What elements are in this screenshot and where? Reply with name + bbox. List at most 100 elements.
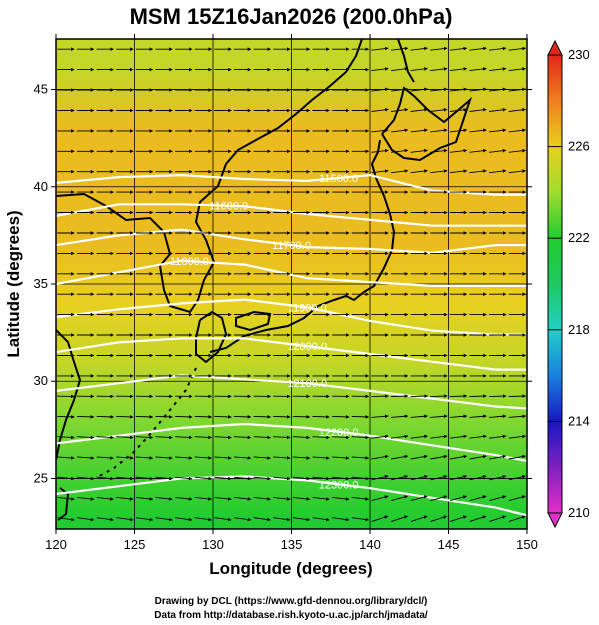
wind-vector — [135, 496, 154, 501]
wind-vector — [469, 454, 487, 460]
wind-vector — [390, 87, 409, 92]
wind-vector — [469, 495, 487, 502]
wind-vector — [430, 108, 448, 112]
wind-vector — [430, 394, 448, 398]
wind-vector — [469, 169, 487, 174]
wind-vector — [508, 394, 527, 398]
contour-label: 11700.0 — [272, 240, 311, 252]
wind-vector — [410, 128, 428, 133]
wind-vector — [410, 394, 428, 398]
contour-line — [56, 337, 527, 371]
wind-vector — [390, 67, 409, 72]
colorbar-tick-label: 210 — [568, 505, 590, 520]
x-axis: 120 125 130 135 140 145 150 — [45, 34, 538, 552]
wind-vector — [489, 475, 507, 481]
wind-vector — [76, 517, 95, 522]
wind-vector — [430, 515, 448, 522]
wind-vector — [194, 496, 212, 501]
x-tick-label: 150 — [516, 537, 538, 552]
wind-vector — [449, 148, 468, 153]
wind-vector — [391, 495, 408, 502]
wind-vector — [96, 476, 114, 481]
wind-vector — [96, 435, 114, 440]
colorbar-tick-label: 218 — [568, 322, 590, 337]
wind-vector — [332, 435, 350, 440]
x-tick-label: 130 — [202, 537, 224, 552]
contour-line — [56, 374, 527, 410]
y-axis: 25 30 35 40 45 — [34, 82, 532, 485]
colorbar-tick-label: 214 — [568, 413, 590, 428]
wind-vector — [410, 67, 428, 72]
wind-vector — [253, 496, 271, 501]
wind-vector — [430, 67, 448, 72]
contour-line — [56, 475, 527, 517]
wind-vector — [135, 517, 154, 522]
wind-vector — [489, 87, 507, 92]
coastline-hokkaido — [381, 86, 473, 162]
wind-vector — [194, 456, 213, 460]
wind-vector — [410, 414, 428, 419]
wind-vector — [371, 394, 389, 398]
wind-vector — [96, 496, 114, 501]
wind-vector — [135, 415, 154, 419]
wind-vector — [469, 434, 487, 439]
wind-vector — [508, 108, 526, 112]
wind-vector — [351, 456, 370, 460]
wind-vector — [430, 169, 448, 174]
wind-vector — [508, 454, 526, 460]
contour-line — [56, 422, 527, 462]
x-tick-label: 145 — [438, 537, 460, 552]
wind-vector — [430, 46, 448, 51]
wind-vector — [449, 169, 468, 174]
wind-vector — [116, 476, 134, 481]
wind-vector — [391, 515, 408, 522]
wind-vector — [430, 495, 448, 502]
wind-vector — [351, 496, 369, 501]
contour-label: 12100.0 — [287, 378, 327, 390]
wind-vector — [332, 456, 350, 460]
wind-vector — [155, 435, 173, 440]
y-tick-label: 35 — [34, 276, 48, 291]
wind-vector — [253, 476, 271, 481]
wind-vector — [253, 435, 271, 440]
wind-vector — [390, 414, 409, 419]
wind-vector — [273, 476, 291, 481]
wind-vector — [371, 414, 389, 419]
x-axis-title: Longitude (degrees) — [209, 559, 372, 578]
wind-vector — [410, 495, 428, 502]
wind-vector — [214, 476, 232, 481]
wind-vector — [214, 456, 232, 460]
wind-vector — [76, 476, 95, 481]
wind-vector — [489, 46, 507, 51]
wind-vector — [489, 454, 507, 460]
contour-label: 11500.0 — [319, 173, 358, 185]
chart-title: MSM 15Z16Jan2026 (200.0hPa) — [130, 4, 453, 29]
wind-vector — [312, 476, 330, 481]
wind-vector — [508, 414, 527, 419]
wind-vector — [410, 515, 428, 522]
wind-vector — [175, 415, 193, 419]
wind-vector — [410, 46, 428, 51]
wind-vector — [469, 67, 487, 72]
wind-vector — [430, 434, 448, 439]
wind-vector — [410, 148, 428, 153]
coastline-honshu — [209, 139, 396, 353]
coastline-kyushu — [195, 310, 228, 364]
wind-vector — [233, 517, 252, 522]
colorbar-tick-label: 226 — [568, 139, 590, 154]
wind-vector — [430, 128, 448, 133]
wind-vector — [508, 169, 526, 174]
wind-vector — [214, 517, 232, 522]
wind-vector — [449, 434, 468, 439]
wind-vector — [76, 415, 95, 419]
x-tick-label: 120 — [45, 537, 67, 552]
wind-vector — [469, 87, 487, 92]
wind-vector — [469, 515, 487, 522]
wind-vector — [371, 454, 389, 460]
wind-vector — [175, 456, 193, 460]
wind-vector — [135, 476, 154, 481]
contour-line — [56, 259, 527, 287]
wind-vector — [469, 394, 487, 398]
wind-vector — [508, 148, 526, 153]
wind-vector — [508, 475, 526, 481]
